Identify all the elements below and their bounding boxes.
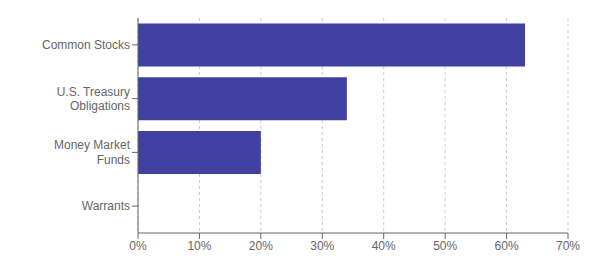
svg-text:20%: 20% — [249, 239, 273, 253]
svg-text:50%: 50% — [433, 239, 457, 253]
svg-text:40%: 40% — [372, 239, 396, 253]
svg-text:0%: 0% — [129, 239, 147, 253]
svg-text:U.S. TreasuryObligations: U.S. TreasuryObligations — [57, 85, 130, 113]
svg-text:70%: 70% — [556, 239, 580, 253]
svg-text:Money MarketFunds: Money MarketFunds — [54, 138, 131, 166]
svg-text:30%: 30% — [310, 239, 334, 253]
svg-text:10%: 10% — [187, 239, 211, 253]
svg-text:Common Stocks: Common Stocks — [42, 38, 130, 52]
svg-text:Warrants: Warrants — [82, 199, 130, 213]
svg-text:60%: 60% — [495, 239, 519, 253]
